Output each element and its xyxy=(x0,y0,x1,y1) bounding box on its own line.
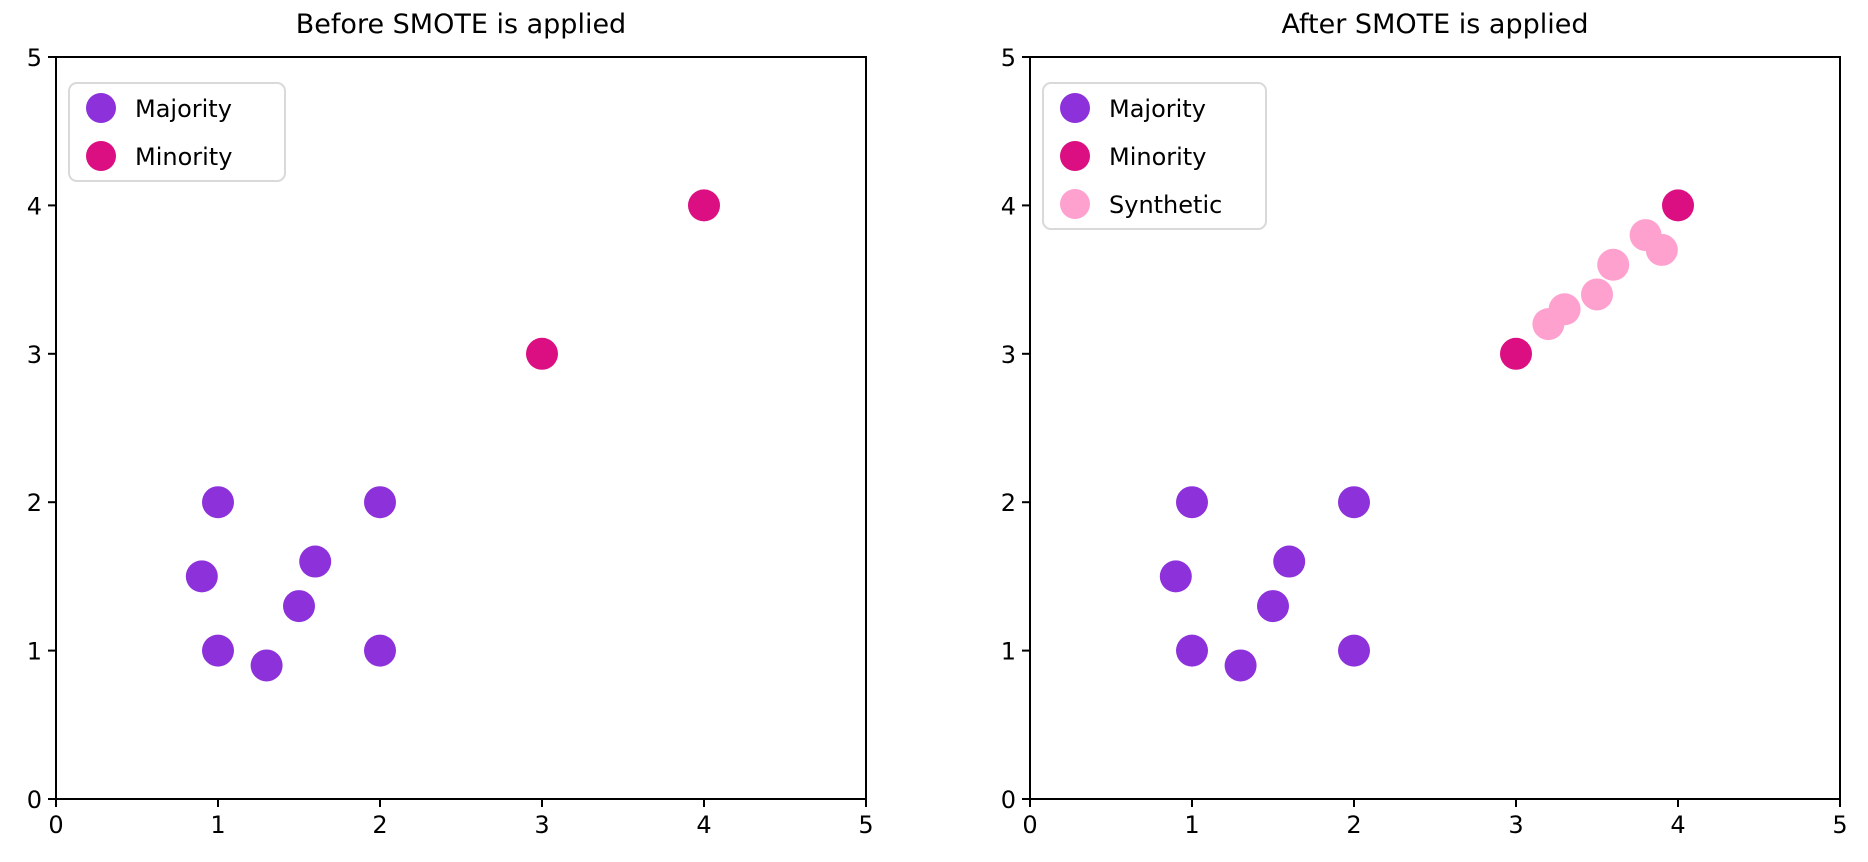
y-tick-label: 3 xyxy=(27,341,42,369)
legend: Majority Minority Synthetic xyxy=(1042,82,1267,230)
x-tick-label: 2 xyxy=(1346,811,1361,839)
majority-point xyxy=(1273,545,1306,578)
x-tick-label: 5 xyxy=(1832,811,1847,839)
legend-box xyxy=(1042,82,1267,230)
series-majority xyxy=(185,486,396,682)
majority-point xyxy=(1176,634,1208,667)
y-tick-label: 5 xyxy=(1001,44,1016,72)
subplot-0: 0 1 2 3 4 5 0 1 2 3 4 5 Majority Minority xyxy=(27,44,874,839)
majority-point xyxy=(250,649,283,682)
legend-label-minority: Minority xyxy=(135,143,232,171)
axes-frame xyxy=(55,56,867,800)
x-tick-label: 1 xyxy=(210,811,225,839)
majority-point xyxy=(185,560,218,593)
x-tick-label: 3 xyxy=(1508,811,1523,839)
majority-point xyxy=(1176,486,1208,519)
legend-label-majority: Majority xyxy=(1109,95,1206,123)
majority-point xyxy=(202,486,234,519)
majority-point xyxy=(1338,634,1370,667)
legend: Majority Minority xyxy=(68,82,286,182)
majority-point xyxy=(1338,486,1370,519)
minority-point xyxy=(688,189,720,222)
y-tick-label: 0 xyxy=(1001,786,1016,814)
synthetic-point xyxy=(1548,293,1581,326)
y-tick-label: 0 xyxy=(27,786,42,814)
series-synthetic xyxy=(1532,219,1678,341)
legend-marker-minority-icon xyxy=(86,141,116,171)
x-tick-label: 0 xyxy=(1022,811,1037,839)
legend-marker-minority-icon xyxy=(1060,141,1090,171)
majority-point xyxy=(299,545,332,578)
y-tick-label: 4 xyxy=(27,192,42,220)
legend-label-majority: Majority xyxy=(135,95,232,123)
minority-point xyxy=(526,337,558,370)
x-tick-label: 5 xyxy=(858,811,873,839)
minority-point xyxy=(1662,189,1694,222)
y-tick-label: 2 xyxy=(27,489,42,517)
x-tick-label: 2 xyxy=(372,811,387,839)
right-plot-title: After SMOTE is applied xyxy=(1281,9,1589,40)
majority-point xyxy=(364,634,396,667)
legend-marker-majority-icon xyxy=(1060,93,1090,123)
legend-box xyxy=(68,82,286,182)
majority-point xyxy=(1159,560,1192,593)
series-majority xyxy=(1159,486,1370,682)
majority-point xyxy=(1224,649,1257,682)
majority-point xyxy=(283,590,315,623)
minority-point xyxy=(1500,337,1532,370)
synthetic-point xyxy=(1645,233,1678,266)
legend-marker-majority-icon xyxy=(86,93,116,123)
y-tick-label: 4 xyxy=(1001,192,1016,220)
majority-point xyxy=(202,634,234,667)
series-minority xyxy=(526,189,720,370)
legend-label-synthetic: Synthetic xyxy=(1109,191,1222,219)
legend-marker-synthetic-icon xyxy=(1060,189,1090,219)
y-tick-label: 1 xyxy=(1001,638,1016,666)
legend-label-minority: Minority xyxy=(1109,143,1206,171)
axes-frame xyxy=(1029,56,1841,800)
x-tick-label: 4 xyxy=(696,811,711,839)
series-minority xyxy=(1500,189,1694,370)
majority-point xyxy=(1257,590,1289,623)
y-tick-label: 5 xyxy=(27,44,42,72)
synthetic-point xyxy=(1581,278,1613,311)
x-tick-label: 3 xyxy=(534,811,549,839)
x-tick-label: 1 xyxy=(1184,811,1199,839)
left-plot-title: Before SMOTE is applied xyxy=(295,9,627,40)
x-tick-label: 4 xyxy=(1670,811,1685,839)
majority-point xyxy=(364,486,396,519)
synthetic-point xyxy=(1597,248,1630,281)
subplot-1: 0 1 2 3 4 5 0 1 2 3 4 5 Majority Minority Synthetic xyxy=(1001,44,1848,839)
y-tick-label: 2 xyxy=(1001,489,1016,517)
y-tick-label: 3 xyxy=(1001,341,1016,369)
y-tick-label: 1 xyxy=(27,638,42,666)
x-tick-label: 0 xyxy=(48,811,63,839)
